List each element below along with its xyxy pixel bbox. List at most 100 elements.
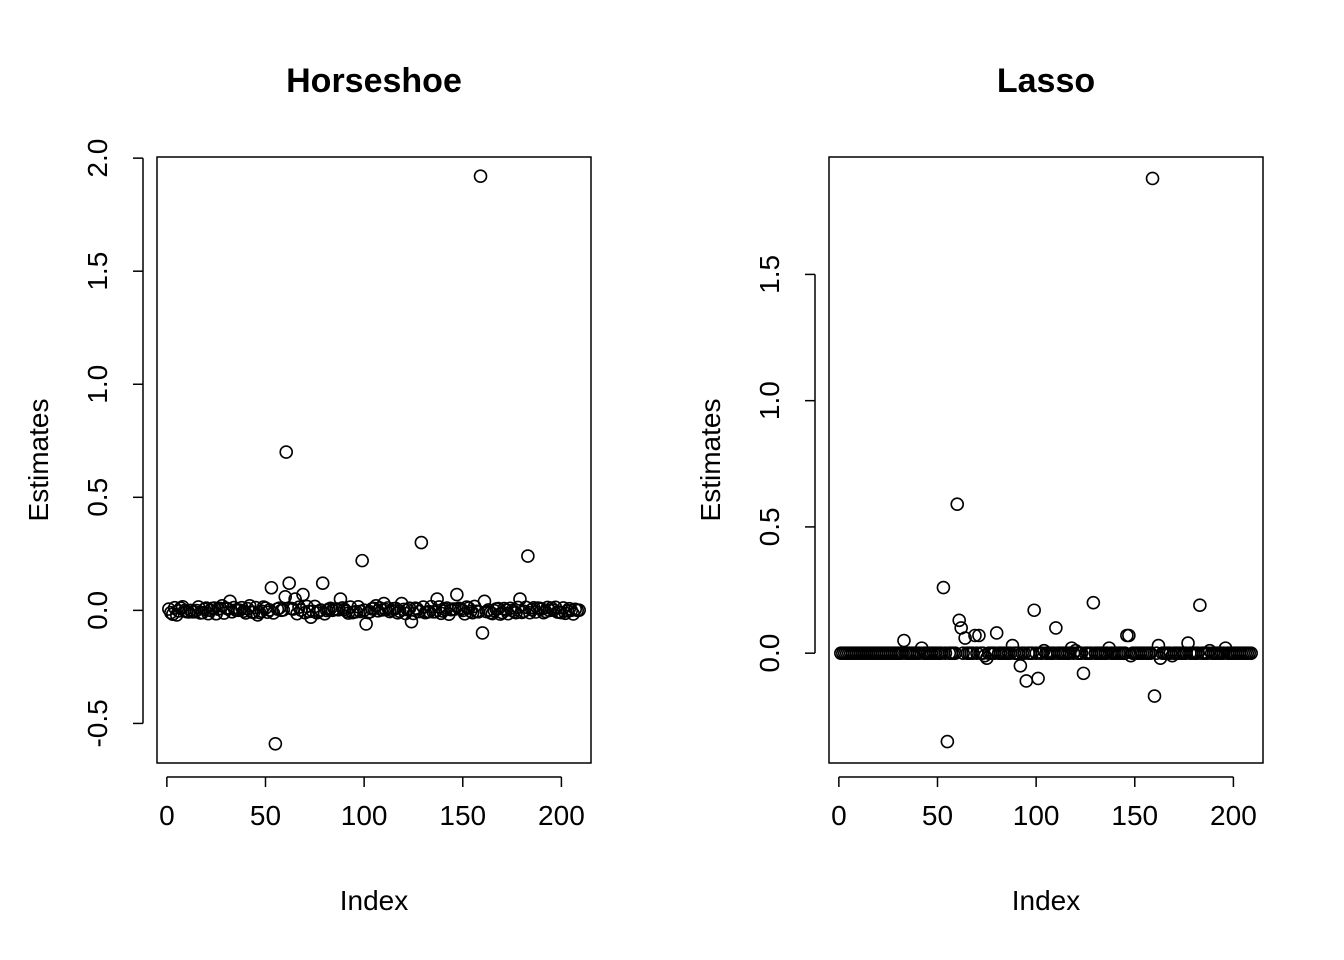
data-point <box>394 596 409 611</box>
data-point <box>250 608 265 622</box>
x-tick-label: 100 <box>1013 800 1060 831</box>
data-point <box>1037 643 1051 658</box>
data-point <box>914 641 929 655</box>
data-point <box>972 628 986 643</box>
data-point <box>1019 674 1034 688</box>
x-axis-label: Index <box>340 885 409 916</box>
data-point <box>207 601 222 615</box>
data-point <box>450 587 464 602</box>
data-point <box>461 601 476 615</box>
data-point <box>1005 638 1020 653</box>
x-axis: 0 50 100 150 200 <box>831 776 1257 831</box>
data-point <box>1124 648 1138 663</box>
x-tick-label: 0 <box>159 800 175 831</box>
data-point <box>1145 171 1160 186</box>
data-point <box>369 599 383 613</box>
data-point <box>430 592 444 606</box>
data-point <box>938 646 953 660</box>
data-point <box>530 601 545 615</box>
data-point <box>223 594 237 609</box>
data-point <box>1049 621 1063 635</box>
data-point <box>958 631 972 645</box>
x-tick-label: 200 <box>1210 800 1257 831</box>
y-axis-label: Estimates <box>695 399 726 522</box>
data-point <box>325 603 340 618</box>
data-point <box>355 553 369 568</box>
data-point <box>950 497 965 511</box>
data-point <box>521 549 535 563</box>
data-point <box>897 633 911 648</box>
data-point <box>215 599 229 613</box>
horseshoe-panel: Horseshoe Index Estimates 0 50 100 150 200 -… <box>23 62 592 916</box>
data-point <box>1151 638 1166 653</box>
data-point <box>412 604 427 619</box>
data-point <box>345 605 360 620</box>
data-point <box>952 613 967 628</box>
x-tick-label: 150 <box>1111 800 1158 831</box>
data-point <box>258 601 273 615</box>
data-point <box>264 580 279 595</box>
data-point <box>1122 628 1136 643</box>
x-tick-label: 150 <box>439 800 486 831</box>
y-tick-label: 0.0 <box>82 591 113 630</box>
x-axis-label: Index <box>1012 885 1081 916</box>
data-point <box>968 628 982 643</box>
data-point <box>980 651 994 666</box>
scatter-points <box>834 171 1258 749</box>
chart-title: Horseshoe <box>286 62 462 100</box>
data-point <box>1181 636 1195 650</box>
data-point <box>404 614 419 629</box>
data-point <box>1086 595 1101 610</box>
y-tick-label: 0.5 <box>754 507 785 546</box>
data-point <box>944 646 959 660</box>
data-point <box>989 626 1004 640</box>
data-point <box>242 599 257 613</box>
scatter-points <box>162 169 586 751</box>
data-point <box>418 605 433 620</box>
data-point <box>296 587 310 602</box>
data-point <box>440 601 454 615</box>
data-point <box>384 603 399 618</box>
y-tick-label: 0.5 <box>82 478 113 517</box>
data-point <box>377 596 391 611</box>
x-tick-label: 0 <box>831 800 847 831</box>
x-tick-label: 100 <box>341 800 388 831</box>
data-point <box>274 603 289 618</box>
y-tick-label: 2.0 <box>82 139 113 178</box>
data-point <box>1218 641 1233 655</box>
data-point <box>978 648 992 663</box>
lasso-panel: Lasso Index Estimates 0 50 100 150 200 0.00.… <box>695 62 1264 916</box>
data-point <box>173 601 188 615</box>
y-tick-label: -0.5 <box>82 699 113 747</box>
data-point <box>195 605 210 620</box>
data-point <box>414 535 429 550</box>
data-point <box>438 602 452 617</box>
data-point <box>333 592 348 606</box>
data-point <box>1031 671 1045 686</box>
data-point <box>473 169 488 184</box>
data-point <box>1165 648 1180 663</box>
data-point <box>513 592 527 606</box>
y-axis: 0.0 0.5 1.0 1.5 <box>754 255 816 673</box>
data-point <box>339 604 354 618</box>
data-point <box>231 603 245 618</box>
data-point <box>481 603 496 617</box>
data-point <box>505 603 519 618</box>
data-point <box>1027 603 1041 618</box>
data-point <box>1068 643 1083 658</box>
data-point <box>1193 598 1207 612</box>
data-point <box>554 605 569 620</box>
data-point <box>278 590 293 604</box>
data-point <box>495 605 510 620</box>
x-axis: 0 50 100 150 200 <box>159 776 585 831</box>
plot-frame <box>828 156 1264 764</box>
y-tick-label: 1.0 <box>754 381 785 420</box>
data-point <box>304 610 318 624</box>
data-point <box>940 734 955 749</box>
data-point <box>570 603 584 618</box>
y-tick-label: 1.0 <box>82 365 113 404</box>
data-point <box>279 445 294 459</box>
data-point <box>359 617 373 631</box>
x-tick-label: 50 <box>922 800 953 831</box>
